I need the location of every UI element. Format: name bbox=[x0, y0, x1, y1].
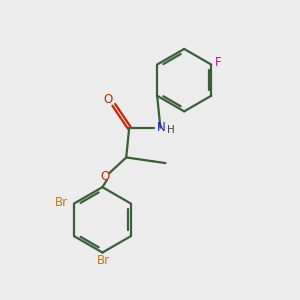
Text: Br: Br bbox=[55, 196, 68, 208]
Text: O: O bbox=[103, 93, 112, 106]
Text: O: O bbox=[101, 170, 110, 183]
Text: H: H bbox=[167, 125, 175, 135]
Text: N: N bbox=[157, 121, 165, 134]
Text: Br: Br bbox=[98, 254, 110, 267]
Text: F: F bbox=[214, 56, 221, 69]
